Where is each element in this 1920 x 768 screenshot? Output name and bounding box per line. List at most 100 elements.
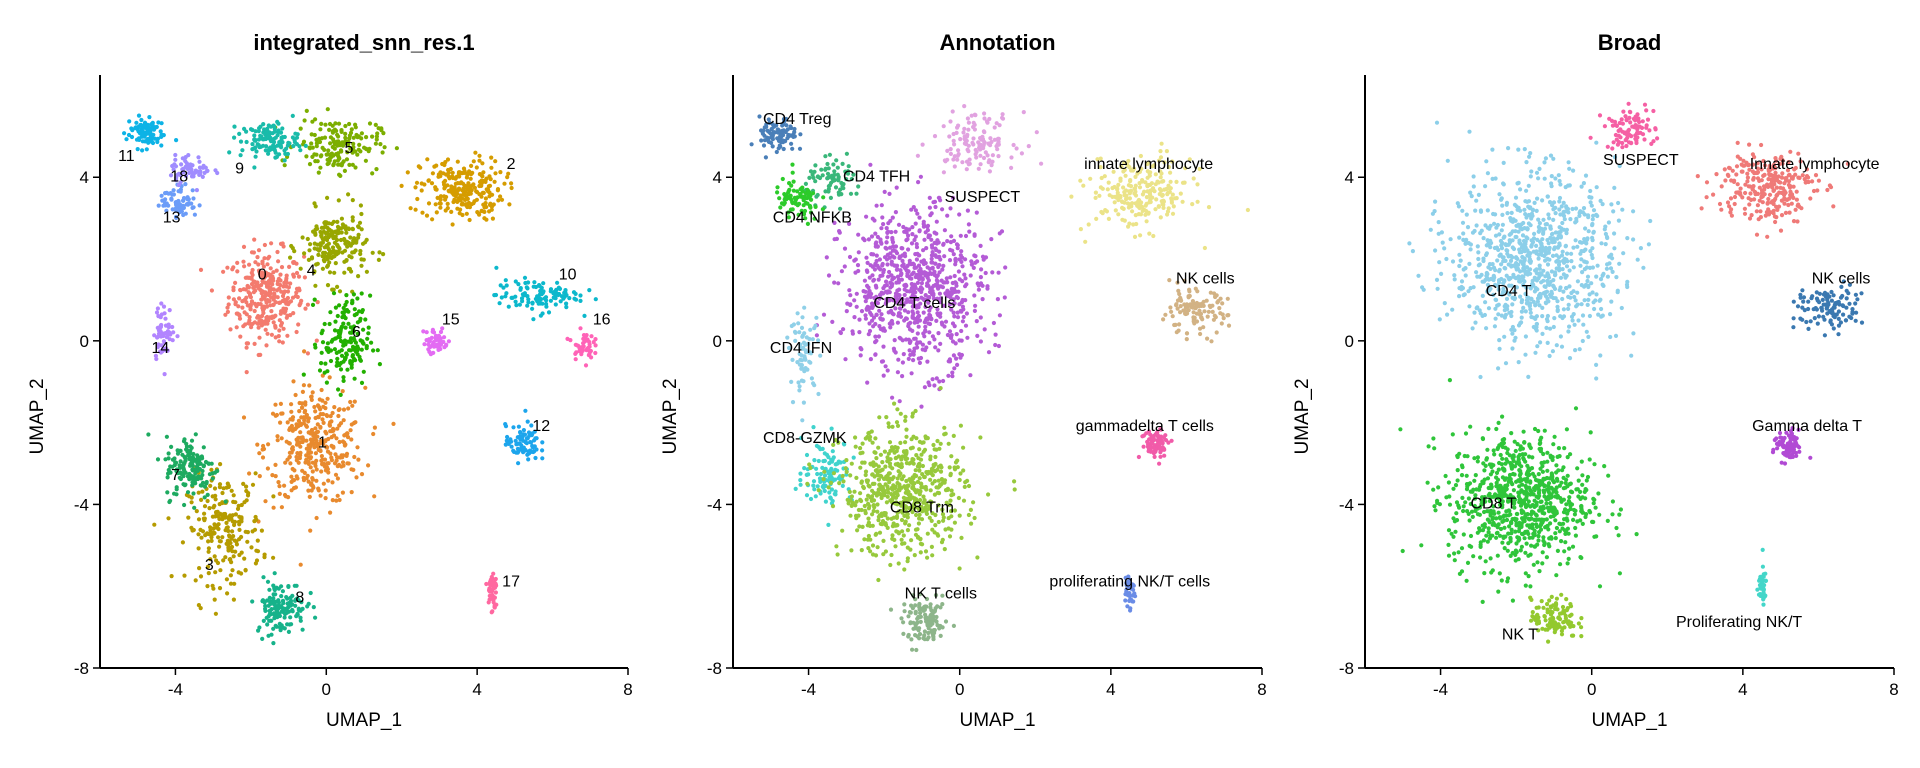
data-point [345, 239, 350, 244]
data-point [890, 215, 895, 220]
data-point [784, 197, 789, 202]
data-point [1088, 176, 1093, 181]
data-point [943, 319, 949, 324]
data-point [285, 289, 291, 294]
data-point [1142, 189, 1147, 194]
data-point [323, 488, 328, 493]
data-point [266, 133, 272, 138]
data-point [461, 186, 466, 191]
data-point [245, 283, 250, 289]
panel-title: integrated_snn_res.1 [253, 30, 474, 55]
data-point [521, 449, 527, 454]
data-point [287, 622, 292, 627]
data-point [483, 196, 488, 201]
data-point [166, 325, 171, 330]
data-point [933, 454, 938, 460]
data-point [311, 433, 316, 438]
data-point [170, 457, 175, 462]
data-point [263, 499, 268, 504]
data-point [996, 343, 1002, 349]
cluster-points [241, 349, 396, 567]
data-point [325, 396, 330, 401]
data-point [797, 384, 802, 389]
data-point [304, 108, 309, 113]
data-point [353, 165, 358, 170]
data-point [1214, 293, 1219, 298]
data-point [266, 279, 271, 284]
data-point [946, 373, 951, 378]
data-point [491, 598, 496, 603]
data-point [583, 363, 589, 368]
data-point [458, 207, 463, 212]
data-point [282, 310, 287, 315]
data-point [295, 476, 300, 481]
data-point [267, 587, 272, 592]
data-point [955, 125, 960, 130]
data-point [166, 191, 171, 196]
data-point [982, 130, 987, 135]
data-point [858, 346, 863, 351]
data-point [301, 383, 306, 388]
data-point [942, 254, 947, 259]
data-point [213, 493, 218, 498]
data-point [346, 339, 351, 344]
data-point [277, 300, 282, 305]
data-point [358, 248, 363, 254]
data-point [833, 185, 839, 190]
data-point [1129, 204, 1134, 209]
data-point [236, 304, 241, 309]
data-point [225, 309, 230, 314]
data-point [344, 157, 350, 162]
data-point [298, 450, 303, 455]
data-point [790, 162, 795, 167]
data-point [256, 248, 262, 253]
data-point [918, 174, 924, 179]
data-point [381, 131, 386, 136]
data-point [486, 184, 491, 189]
data-point [276, 128, 281, 133]
data-point [469, 163, 474, 168]
data-point [947, 465, 952, 470]
data-point [978, 153, 983, 158]
data-point [317, 397, 322, 402]
data-point [848, 302, 853, 307]
data-point [1133, 174, 1138, 179]
data-point [238, 334, 243, 339]
data-point [193, 432, 198, 437]
data-point [477, 153, 482, 158]
data-point [475, 190, 480, 195]
data-point [296, 322, 301, 327]
data-point [313, 461, 318, 466]
data-point [938, 341, 943, 346]
data-point [213, 497, 218, 502]
data-point [208, 528, 213, 533]
data-point [257, 335, 262, 340]
data-point [844, 458, 849, 463]
data-point [373, 141, 378, 146]
data-point [360, 241, 366, 246]
data-point [896, 280, 902, 285]
data-point [265, 622, 270, 627]
data-point [962, 272, 967, 277]
data-point [373, 122, 378, 127]
data-point [275, 438, 280, 443]
data-point [1202, 245, 1207, 251]
data-point [935, 273, 940, 278]
data-point [495, 188, 500, 193]
data-point [950, 248, 955, 253]
data-point [166, 203, 171, 208]
data-point [960, 279, 965, 284]
data-point [959, 249, 964, 254]
data-point [299, 405, 305, 410]
data-point [803, 181, 809, 186]
data-point [548, 298, 554, 303]
data-point [822, 469, 827, 474]
data-point [1191, 176, 1196, 181]
data-point [886, 274, 891, 279]
data-point [247, 262, 252, 267]
data-point [1120, 199, 1125, 204]
data-point [1144, 219, 1149, 224]
data-point [323, 438, 328, 443]
data-point [1169, 309, 1174, 314]
data-point [1197, 302, 1202, 307]
